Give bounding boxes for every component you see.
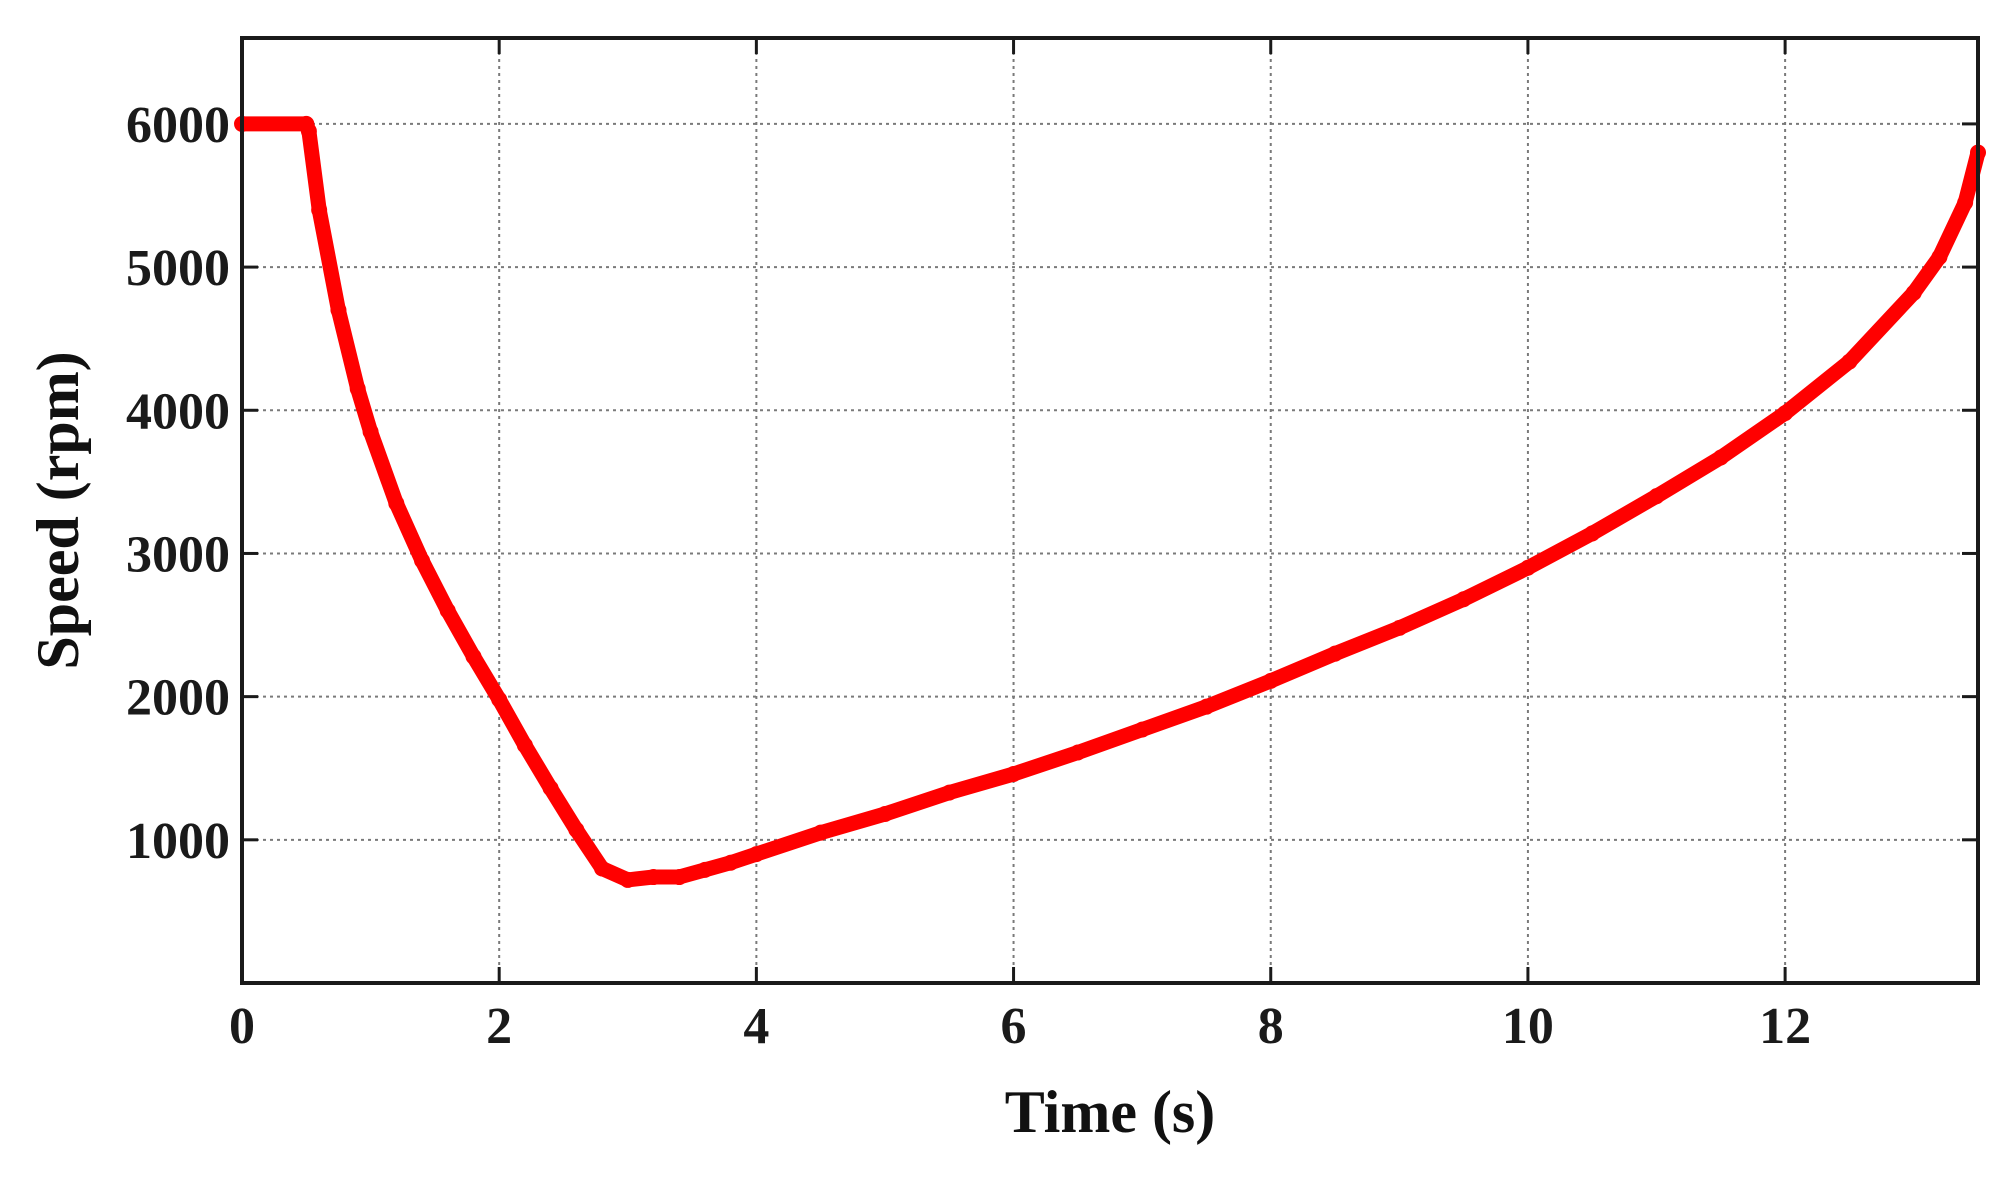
data-point [645,869,662,886]
series-line-0 [234,116,1986,888]
data-point [300,123,317,140]
data-point [941,784,958,801]
x-tick-label: 10 [1502,998,1554,1055]
y-tick-label: 4000 [126,383,230,440]
data-point [748,846,765,863]
y-tick-label: 3000 [126,526,230,583]
x-tick-label: 4 [743,998,769,1055]
data-point [1069,744,1086,761]
data-point [311,201,328,218]
data-point [349,380,366,397]
data-point [812,824,829,841]
data-point [1841,353,1858,370]
y-tick-labels: 1000 2000 3000 4000 5000 6000 [126,97,230,870]
data-point [1712,449,1729,466]
data-point [876,806,893,823]
data-point [330,302,347,319]
data-point [1957,194,1974,211]
data-point [568,821,585,838]
data-point [1198,698,1215,715]
data-point [542,780,559,797]
data-point [1905,284,1922,301]
data-point [1391,619,1408,636]
series-layer [234,115,1986,888]
plot-frame [240,36,1980,985]
data-point [1455,591,1472,608]
data-point [671,869,688,886]
data-point [362,423,379,440]
x-tick-label: 2 [486,998,512,1055]
data-point [619,871,636,888]
data-point [1262,672,1279,689]
data-point [1584,525,1601,542]
data-point [1005,765,1022,782]
y-axis-label: Speed (rpm) [25,351,91,669]
data-point [1327,645,1344,662]
x-tick-label: 0 [229,998,255,1055]
data-point [516,737,533,754]
x-tick-label: 8 [1258,998,1284,1055]
data-point [491,691,508,708]
data-point [1931,249,1948,266]
data-point [439,602,456,619]
y-tick-label: 1000 [126,813,230,870]
data-point [696,861,713,878]
x-tick-labels: 0 2 4 6 8 10 12 [229,998,1811,1055]
y-tick-label: 5000 [126,240,230,297]
data-point [414,552,431,569]
data-point [1519,559,1536,576]
grid [242,38,1978,983]
y-tick-label: 2000 [126,670,230,727]
x-axis-label: Time (s) [1005,1079,1216,1145]
data-point [1648,488,1665,505]
data-point [465,648,482,665]
data-point [1777,405,1794,422]
x-tick-label: 6 [1001,998,1027,1055]
y-tick-label: 6000 [126,97,230,154]
axis-ticks [240,38,1978,983]
x-tick-label: 12 [1759,998,1811,1055]
data-point [388,495,405,512]
data-point [594,860,611,877]
data-point [722,854,739,871]
data-point [1134,721,1151,738]
